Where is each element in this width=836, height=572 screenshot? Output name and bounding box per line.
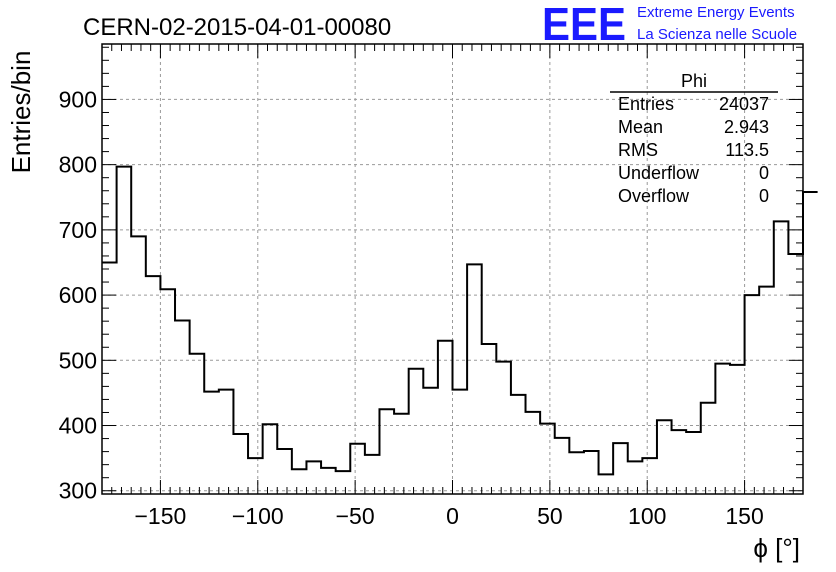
histogram-bin <box>263 424 278 494</box>
stats-label: Mean <box>618 117 663 137</box>
stats-value: 24037 <box>719 94 769 114</box>
y-tick-label: 700 <box>59 217 97 243</box>
histogram-bin <box>160 289 175 494</box>
histogram-bin <box>569 452 584 494</box>
histogram-bin <box>759 287 774 494</box>
axis-ticks <box>102 44 803 494</box>
histogram-bin <box>438 341 453 494</box>
histogram-bin <box>613 443 628 494</box>
y-tick-label: 800 <box>59 152 97 178</box>
histogram-bin <box>146 276 161 494</box>
histogram-bin <box>745 295 760 494</box>
y-tick-labels: 300 400 500 600 700 800 900 <box>59 86 97 503</box>
histogram-bin <box>467 264 482 494</box>
histogram-bin <box>365 455 380 494</box>
histogram-bin <box>628 461 643 494</box>
histogram-bin <box>423 388 438 494</box>
histogram-bin <box>117 167 132 494</box>
stats-value: 0 <box>759 186 769 206</box>
y-tick-label: 300 <box>59 478 97 504</box>
stats-title: Phi <box>681 71 707 91</box>
histogram-bin <box>496 362 511 494</box>
histogram-bin <box>701 403 716 494</box>
histogram-bin <box>175 321 190 494</box>
histogram-bin <box>730 365 745 494</box>
histogram-bin <box>233 434 248 494</box>
grid-lines <box>102 44 803 494</box>
histogram-bin <box>672 430 687 494</box>
x-tick-label: −150 <box>135 503 187 529</box>
histogram-bin <box>555 438 570 494</box>
stats-value: 2.943 <box>724 117 769 137</box>
histogram-bin <box>788 254 803 494</box>
y-axis-label: Entries/bin <box>6 51 36 174</box>
histogram-bin <box>511 395 526 494</box>
run-title: CERN-02-2015-04-01-00080 <box>83 14 391 41</box>
stats-value: 0 <box>759 163 769 183</box>
x-tick-label: 100 <box>628 503 666 529</box>
histogram-bin <box>642 458 657 494</box>
x-tick-label: −100 <box>232 503 284 529</box>
histogram-bin <box>540 424 555 494</box>
x-tick-label: 150 <box>725 503 763 529</box>
histogram-bin <box>277 449 292 494</box>
y-tick-label: 600 <box>59 282 97 308</box>
stats-value: 113.5 <box>725 140 769 160</box>
x-tick-label: 0 <box>446 503 459 529</box>
eee-logo: EEE <box>542 0 626 50</box>
stats-label: Entries <box>618 94 674 114</box>
histogram-bin <box>131 236 146 494</box>
x-tick-labels: −150 −100 −50 0 50 100 150 <box>135 503 764 529</box>
stats-label: Overflow <box>618 186 690 206</box>
histogram-bin <box>453 390 468 494</box>
stats-label: RMS <box>618 140 658 160</box>
x-axis-label: ϕ [°] <box>753 533 800 563</box>
stats-label: Underflow <box>618 163 700 183</box>
histogram-bin <box>657 420 672 494</box>
x-tick-label: −50 <box>336 503 375 529</box>
histogram-bins <box>102 167 818 494</box>
y-tick-label: 400 <box>59 413 97 439</box>
histogram-bin <box>190 354 205 494</box>
brand-line-1: Extreme Energy Events <box>637 4 795 21</box>
histogram-bin <box>204 392 219 494</box>
histogram-bin <box>102 262 117 494</box>
histogram-bin <box>306 461 321 494</box>
histogram-bin <box>350 444 365 494</box>
histogram-bin <box>219 390 234 494</box>
histogram-bin <box>584 451 599 494</box>
y-tick-label: 900 <box>59 86 97 112</box>
stats-box: Phi Entries 24037 Mean 2.943 RMS 113.5 Underfl… <box>610 71 778 206</box>
histogram-bin <box>321 468 336 494</box>
histogram-outline <box>102 165 818 476</box>
histogram-bin <box>803 192 818 494</box>
histogram-bin <box>482 344 497 494</box>
x-tick-label: 50 <box>537 503 563 529</box>
y-tick-label: 500 <box>59 347 97 373</box>
stats-rows: Entries 24037 Mean 2.943 RMS 113.5 Underflow 0 O… <box>618 94 769 206</box>
histogram-bin <box>715 364 730 494</box>
histogram-bin <box>409 369 424 494</box>
histogram-bin <box>774 221 789 494</box>
histogram-bin <box>526 412 541 494</box>
brand-line-2: La Scienza nelle Scuole <box>637 26 797 43</box>
histogram-bin <box>248 458 263 494</box>
histogram-bin <box>379 409 394 494</box>
histogram-bin <box>686 432 701 494</box>
